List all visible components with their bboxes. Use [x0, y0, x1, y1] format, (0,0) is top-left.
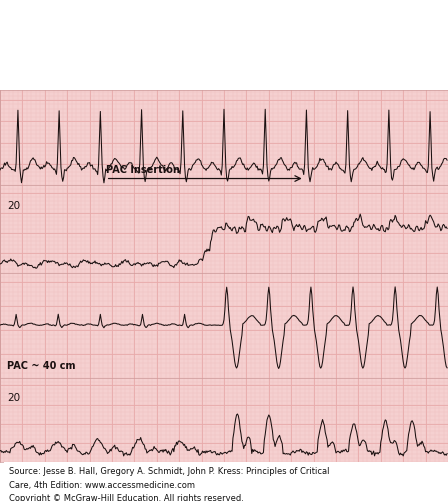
Text: PAC ~ 40 cm: PAC ~ 40 cm — [7, 361, 76, 371]
Text: 20: 20 — [7, 393, 20, 403]
Text: 20: 20 — [7, 201, 20, 211]
Text: Copyright © McGraw-Hill Education. All rights reserved.: Copyright © McGraw-Hill Education. All r… — [9, 494, 244, 501]
Text: Source: Jesse B. Hall, Gregory A. Schmidt, John P. Kress: Principles of Critical: Source: Jesse B. Hall, Gregory A. Schmid… — [9, 466, 329, 475]
Text: Care, 4th Edition: www.accessmedicine.com: Care, 4th Edition: www.accessmedicine.co… — [9, 480, 195, 489]
Text: PAC Insertion: PAC Insertion — [106, 165, 180, 175]
